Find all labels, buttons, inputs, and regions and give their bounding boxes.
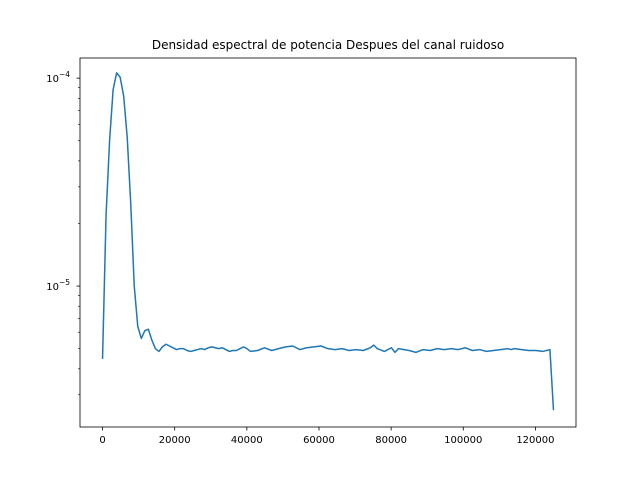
x-tick-label: 120000 (516, 435, 554, 446)
x-tick-label: 80000 (375, 435, 407, 446)
chart-title: Densidad espectral de potencia Despues d… (152, 38, 504, 52)
plot-area (80, 58, 576, 427)
x-tick-label: 40000 (231, 435, 263, 446)
x-axis: 0 20000 40000 60000 80000 100000 120000 (99, 427, 555, 446)
y-tick-label: 10−5 (46, 278, 70, 293)
x-tick-label: 0 (99, 435, 105, 446)
x-tick-label: 60000 (303, 435, 335, 446)
x-tick-label: 20000 (159, 435, 191, 446)
plot-frame (79, 57, 577, 428)
x-tick-label: 100000 (444, 435, 482, 446)
series-line (101, 72, 555, 411)
y-tick-label: 10−4 (46, 70, 70, 85)
